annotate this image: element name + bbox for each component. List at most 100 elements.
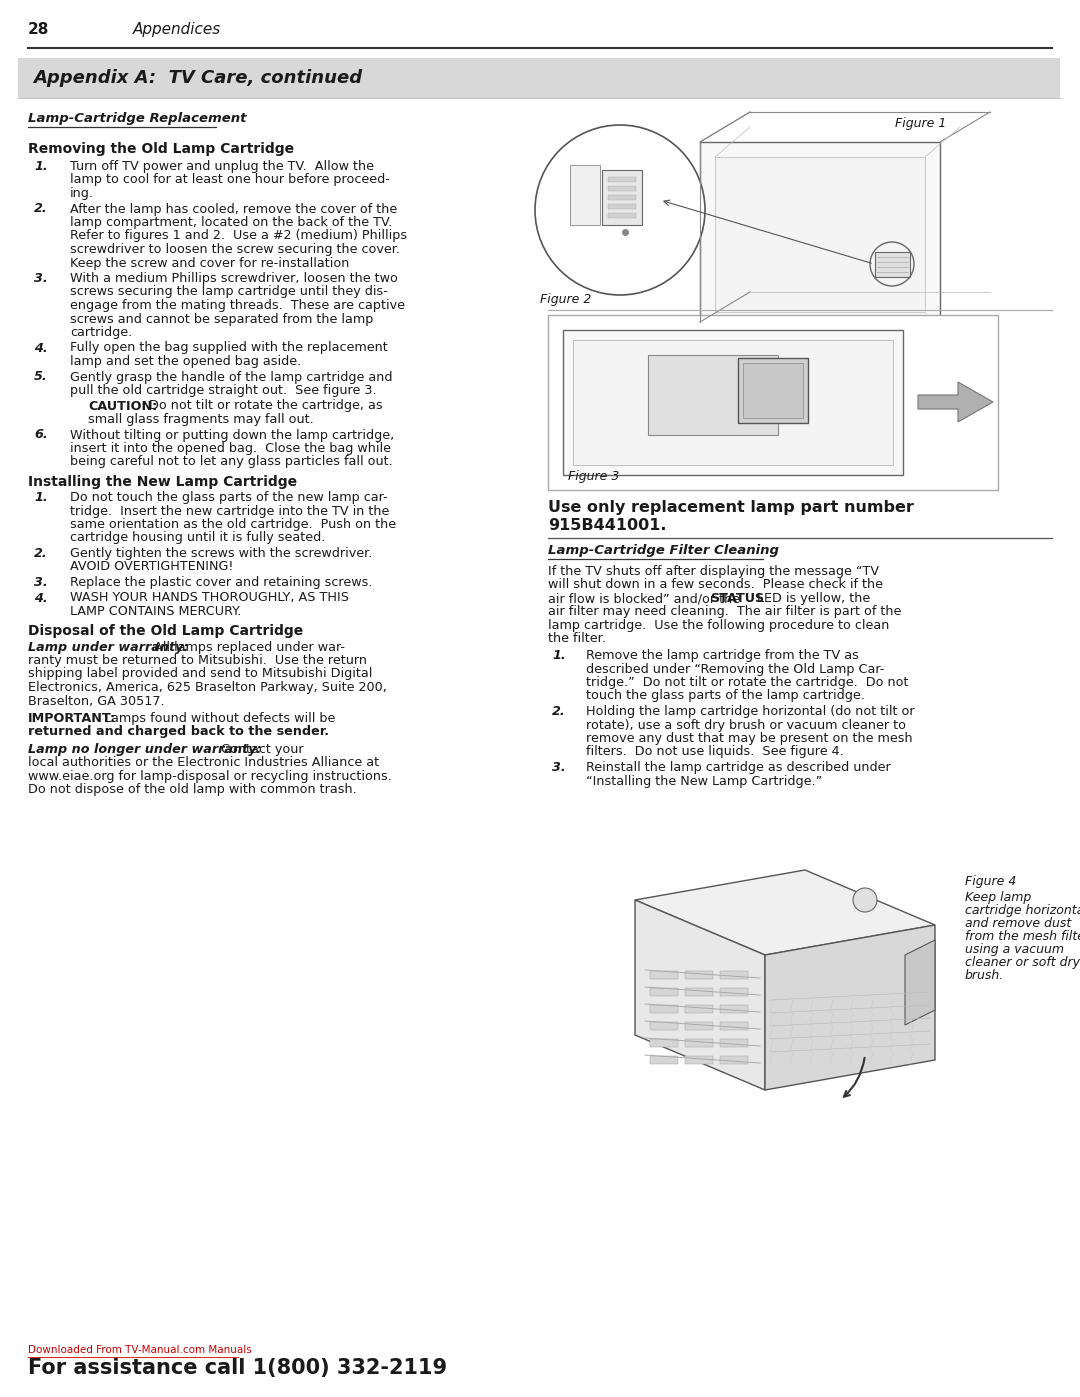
Text: cartridge.: cartridge. [70, 326, 132, 339]
Bar [18, 59, 1059, 98]
Text: pull the old cartridge straight out.  See figure 3.: pull the old cartridge straight out. See… [70, 384, 377, 397]
Bar [608, 204, 636, 210]
Text: Do not touch the glass parts of the new lamp car-: Do not touch the glass parts of the new … [70, 490, 388, 504]
Bar [720, 1023, 748, 1030]
Text: Lamps found without defects will be: Lamps found without defects will be [96, 712, 336, 725]
Text: same orientation as the old cartridge.  Push on the: same orientation as the old cartridge. P… [70, 518, 396, 531]
Text: and remove dust: and remove dust [966, 916, 1071, 930]
Text: screws and cannot be separated from the lamp: screws and cannot be separated from the … [70, 313, 374, 326]
Bar [720, 1004, 748, 1013]
Text: screws securing the lamp cartridge until they dis-: screws securing the lamp cartridge until… [70, 285, 388, 299]
Text: For assistance call 1(800) 332-2119: For assistance call 1(800) 332-2119 [28, 1358, 447, 1377]
Text: air flow is blocked” and/or the: air flow is blocked” and/or the [548, 592, 744, 605]
Text: shipping label provided and send to Mitsubishi Digital: shipping label provided and send to Mits… [28, 668, 373, 680]
Bar [648, 355, 778, 434]
Text: being careful not to let any glass particles fall out.: being careful not to let any glass parti… [70, 455, 393, 468]
Bar [650, 1056, 678, 1065]
Bar [650, 1004, 678, 1013]
Polygon shape [765, 925, 935, 1090]
Text: Keep the screw and cover for re-installation: Keep the screw and cover for re-installa… [70, 257, 349, 270]
Text: filters.  Do not use liquids.  See figure 4.: filters. Do not use liquids. See figure … [586, 746, 843, 759]
Text: “Installing the New Lamp Cartridge.”: “Installing the New Lamp Cartridge.” [586, 774, 822, 788]
Bar [650, 1039, 678, 1046]
Text: Do not dispose of the old lamp with common trash.: Do not dispose of the old lamp with comm… [28, 784, 356, 796]
Text: 4.: 4. [35, 591, 48, 605]
Text: If the TV shuts off after displaying the message “TV: If the TV shuts off after displaying the… [548, 564, 879, 578]
Text: small glass fragments may fall out.: small glass fragments may fall out. [87, 414, 314, 426]
Bar [738, 358, 808, 423]
Text: www.eiae.org for lamp-disposal or recycling instructions.: www.eiae.org for lamp-disposal or recycl… [28, 770, 392, 782]
Bar [685, 1039, 713, 1046]
Text: 1.: 1. [552, 650, 566, 662]
Text: Figure 4: Figure 4 [966, 875, 1016, 888]
Text: AVOID OVERTIGHTENING!: AVOID OVERTIGHTENING! [70, 560, 233, 574]
Bar [608, 177, 636, 182]
Text: Remove the lamp cartridge from the TV as: Remove the lamp cartridge from the TV as [586, 650, 859, 662]
Text: 2.: 2. [552, 705, 566, 718]
Text: Electronics, America, 625 Braselton Parkway, Suite 200,: Electronics, America, 625 Braselton Park… [28, 680, 387, 694]
Circle shape [853, 888, 877, 912]
Text: tridge.  Insert the new cartridge into the TV in the: tridge. Insert the new cartridge into th… [70, 504, 390, 517]
Polygon shape [635, 870, 935, 956]
Bar [650, 971, 678, 979]
Text: CAUTION:: CAUTION: [87, 400, 158, 412]
Text: Downloaded From TV-Manual.com Manuals: Downloaded From TV-Manual.com Manuals [28, 1345, 252, 1355]
Text: 3.: 3. [35, 576, 48, 590]
Text: With a medium Phillips screwdriver, loosen the two: With a medium Phillips screwdriver, loos… [70, 272, 397, 285]
Text: Disposal of the Old Lamp Cartridge: Disposal of the Old Lamp Cartridge [28, 624, 303, 638]
Text: Keep lamp: Keep lamp [966, 891, 1031, 904]
Text: touch the glass parts of the lamp cartridge.: touch the glass parts of the lamp cartri… [586, 690, 865, 703]
Text: Contact your: Contact your [213, 743, 303, 756]
Bar [720, 988, 748, 996]
Text: Gently grasp the handle of the lamp cartridge and: Gently grasp the handle of the lamp cart… [70, 370, 392, 384]
Text: Turn off TV power and unplug the TV.  Allow the: Turn off TV power and unplug the TV. All… [70, 161, 374, 173]
Bar [650, 1023, 678, 1030]
Bar [685, 1023, 713, 1030]
Text: 1.: 1. [35, 490, 48, 504]
Bar [875, 251, 910, 277]
Text: returned and charged back to the sender.: returned and charged back to the sender. [28, 725, 329, 739]
Text: tridge.”  Do not tilt or rotate the cartridge.  Do not: tridge.” Do not tilt or rotate the cartr… [586, 676, 908, 689]
Text: Appendix A:  TV Care, continued: Appendix A: TV Care, continued [33, 68, 362, 87]
Text: screwdriver to loosen the screw securing the cover.: screwdriver to loosen the screw securing… [70, 243, 400, 256]
Text: Without tilting or putting down the lamp cartridge,: Without tilting or putting down the lamp… [70, 429, 394, 441]
Text: Holding the lamp cartridge horizontal (do not tilt or: Holding the lamp cartridge horizontal (d… [586, 705, 915, 718]
Text: Use only replacement lamp part number: Use only replacement lamp part number [548, 500, 914, 515]
Text: Replace the plastic cover and retaining screws.: Replace the plastic cover and retaining … [70, 576, 373, 590]
Text: ing.: ing. [70, 187, 94, 200]
Text: engage from the mating threads.  These are captive: engage from the mating threads. These ar… [70, 299, 405, 312]
Text: brush.: brush. [966, 970, 1004, 982]
Text: Figure 1: Figure 1 [895, 117, 946, 130]
Bar [608, 212, 636, 218]
Polygon shape [918, 381, 993, 422]
Text: 1.: 1. [35, 161, 48, 173]
Text: Figure 2: Figure 2 [540, 293, 592, 306]
Text: 3.: 3. [35, 272, 48, 285]
Text: Lamp under warranty:: Lamp under warranty: [28, 640, 189, 654]
Text: air filter may need cleaning.  The air filter is part of the: air filter may need cleaning. The air fi… [548, 605, 902, 619]
Text: Lamp-Cartridge Filter Cleaning: Lamp-Cartridge Filter Cleaning [548, 543, 779, 557]
Bar [685, 988, 713, 996]
Text: cartridge housing until it is fully seated.: cartridge housing until it is fully seat… [70, 531, 325, 545]
Text: local authorities or the Electronic Industries Alliance at: local authorities or the Electronic Indu… [28, 757, 379, 770]
Text: Gently tighten the screws with the screwdriver.: Gently tighten the screws with the screw… [70, 548, 373, 560]
Bar [602, 170, 642, 225]
Polygon shape [905, 940, 935, 1025]
Text: IMPORTANT:: IMPORTANT: [28, 712, 117, 725]
Text: Figure 3: Figure 3 [568, 469, 619, 483]
Text: cartridge horizontal: cartridge horizontal [966, 904, 1080, 916]
Circle shape [535, 124, 705, 295]
Text: the filter.: the filter. [548, 633, 606, 645]
Text: Lamp-Cartridge Replacement: Lamp-Cartridge Replacement [28, 112, 246, 124]
Text: Refer to figures 1 and 2.  Use a #2 (medium) Phillips: Refer to figures 1 and 2. Use a #2 (medi… [70, 229, 407, 243]
Text: All lamps replaced under war-: All lamps replaced under war- [146, 640, 345, 654]
Text: 4.: 4. [35, 341, 48, 355]
Text: Appendices: Appendices [133, 22, 221, 36]
Text: 915B441001.: 915B441001. [548, 518, 666, 534]
Bar [573, 339, 893, 465]
Bar [700, 142, 940, 321]
Bar [685, 971, 713, 979]
Text: Reinstall the lamp cartridge as described under: Reinstall the lamp cartridge as describe… [586, 761, 891, 774]
Text: will shut down in a few seconds.  Please check if the: will shut down in a few seconds. Please … [548, 578, 883, 591]
Text: 2.: 2. [35, 548, 48, 560]
